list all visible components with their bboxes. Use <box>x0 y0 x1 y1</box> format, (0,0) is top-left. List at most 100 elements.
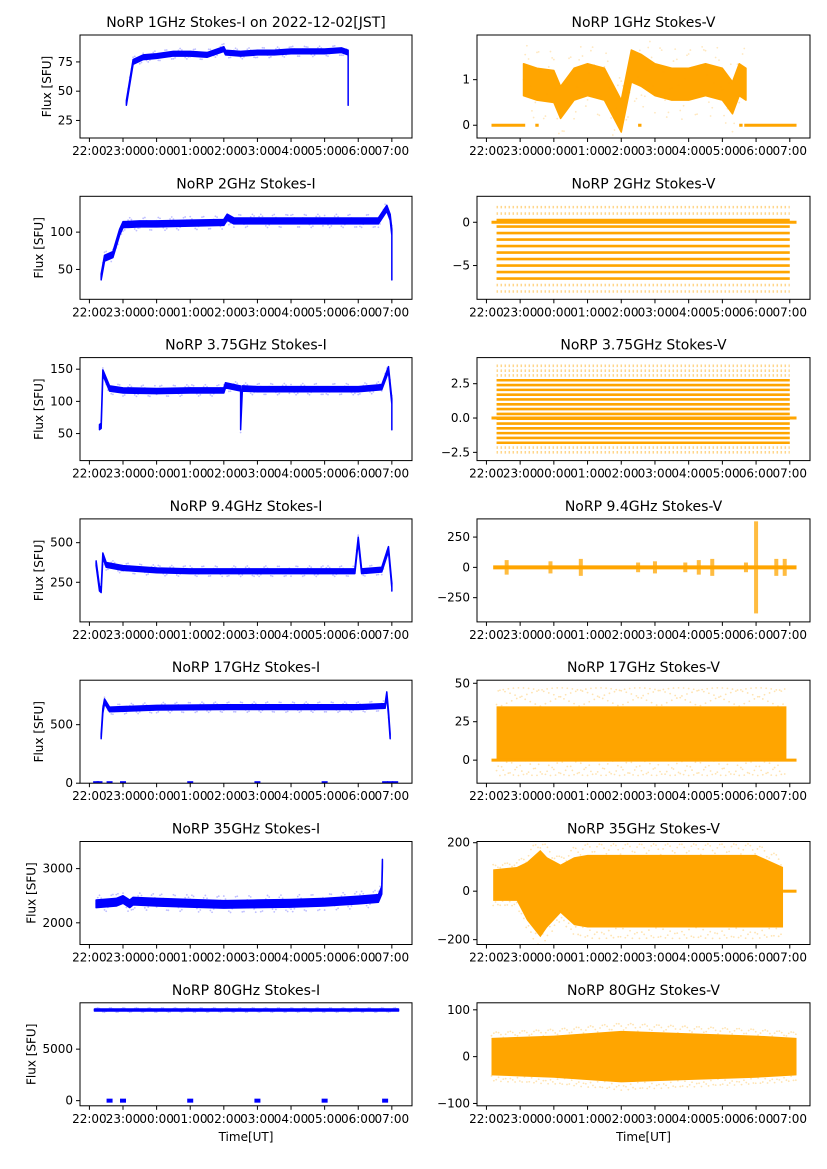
data-point <box>165 227 168 230</box>
data-point <box>603 847 605 850</box>
data-point <box>577 1081 580 1083</box>
data-point <box>236 48 239 51</box>
data-point <box>211 571 213 574</box>
data-point <box>246 1011 249 1013</box>
data-point <box>327 55 329 58</box>
data-point <box>332 383 334 385</box>
data-point <box>148 899 151 902</box>
data-point <box>750 1028 752 1031</box>
data-point <box>293 701 296 704</box>
data-point <box>120 570 123 572</box>
data-point <box>384 203 387 206</box>
data-point <box>606 763 609 765</box>
data-point <box>291 387 294 390</box>
data-point <box>273 572 276 575</box>
data-point <box>320 903 323 906</box>
data-point <box>325 904 328 907</box>
data-point <box>315 215 318 218</box>
data-point <box>253 908 255 910</box>
data-point <box>266 701 269 703</box>
data-point <box>590 49 592 52</box>
data-point <box>322 896 324 899</box>
data-point <box>138 710 141 713</box>
data-point <box>544 702 547 705</box>
data-point <box>365 1008 368 1011</box>
data-point <box>768 1079 771 1082</box>
data-point <box>167 51 170 54</box>
data-point <box>690 845 693 848</box>
data-point <box>384 703 387 706</box>
data-point <box>323 1011 326 1014</box>
data-point <box>145 391 148 394</box>
data-point <box>622 703 624 706</box>
data-point <box>537 763 540 766</box>
data-point <box>337 215 339 218</box>
data-point <box>112 248 114 251</box>
data-point <box>660 1026 663 1029</box>
y-tick-label: 0 <box>462 884 470 898</box>
data-point <box>364 575 366 577</box>
data-point <box>778 689 781 691</box>
data-point <box>792 1079 795 1082</box>
y-tick-label: 100 <box>447 1003 470 1017</box>
data-point <box>101 705 104 707</box>
data-point <box>179 707 182 710</box>
data-point <box>243 705 245 707</box>
data-point <box>305 46 308 48</box>
data-point <box>165 706 168 709</box>
data-point <box>754 852 756 855</box>
data-point <box>551 687 554 690</box>
data-point <box>580 1085 583 1088</box>
data-point <box>742 848 745 851</box>
data-point <box>298 568 301 571</box>
data-point <box>554 698 557 700</box>
data-point <box>492 1079 495 1082</box>
data-point <box>500 704 503 707</box>
data-point <box>122 570 124 572</box>
data-point <box>197 225 200 228</box>
data-point <box>243 1010 245 1012</box>
x-tick-label: 05:00 <box>307 305 342 319</box>
data-point <box>222 895 225 897</box>
data-point <box>96 571 99 574</box>
data-point <box>750 687 752 690</box>
data-point <box>123 394 126 396</box>
x-tick-label: 06:00 <box>739 951 774 965</box>
data-point <box>212 1006 215 1009</box>
data-point <box>313 898 316 901</box>
data-point <box>306 567 309 569</box>
data-point <box>362 1011 365 1014</box>
data-point <box>273 213 276 216</box>
data-point <box>763 693 766 696</box>
data-point <box>678 937 681 940</box>
data-point <box>145 909 148 911</box>
data-point <box>738 101 741 104</box>
data-point <box>273 711 276 713</box>
data-point <box>207 1011 210 1013</box>
data-point <box>518 859 521 861</box>
data-point <box>137 1007 140 1010</box>
data-point <box>594 1028 597 1031</box>
data-point <box>730 935 733 938</box>
data-point <box>108 389 111 391</box>
data-point <box>770 935 773 937</box>
data-point <box>120 706 123 709</box>
data-point <box>740 1029 743 1032</box>
data-point <box>335 908 338 911</box>
data-point <box>379 706 381 709</box>
data-point <box>248 1009 250 1012</box>
data-point <box>275 216 277 219</box>
data-point <box>155 566 158 569</box>
data-band <box>523 50 746 133</box>
data-point <box>535 1080 538 1083</box>
axes-frame <box>79 841 413 945</box>
data-point <box>775 688 778 691</box>
data-point <box>675 697 678 699</box>
data-point <box>549 700 552 703</box>
data-point <box>360 571 363 573</box>
data-point <box>310 53 313 56</box>
data-point <box>581 690 584 692</box>
data-point <box>276 393 279 396</box>
data-point <box>544 115 547 117</box>
data-point <box>127 1010 129 1013</box>
